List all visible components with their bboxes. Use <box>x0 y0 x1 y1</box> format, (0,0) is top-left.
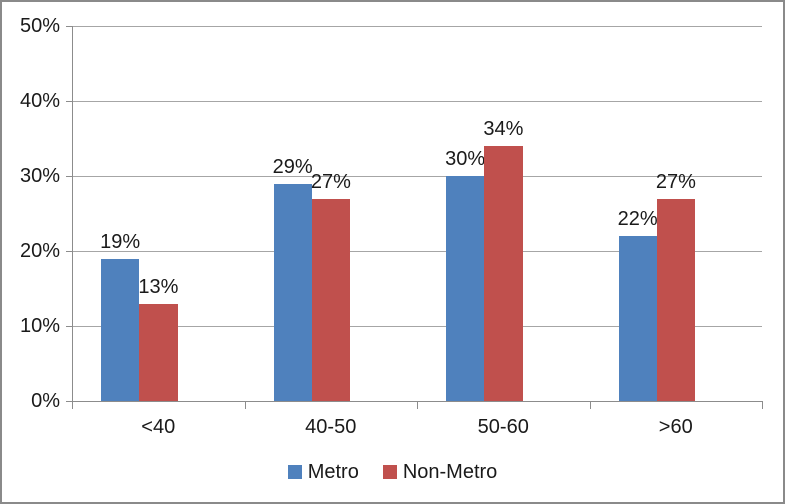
data-label: 30% <box>445 148 486 170</box>
y-axis-label: 10% <box>19 315 60 337</box>
legend-label: Metro <box>307 460 359 483</box>
bar-metro->60 <box>618 236 657 401</box>
x-axis-tick <box>589 401 591 409</box>
bar-non-metro-40-50 <box>311 198 351 401</box>
data-label: 27% <box>655 170 696 193</box>
y-axis-label: 0% <box>31 390 60 412</box>
data-label: 13% <box>138 275 179 298</box>
data-label: 29% <box>272 155 313 178</box>
data-label: 27% <box>310 170 351 193</box>
bar-non-metro-50-60 <box>484 146 523 401</box>
bar-metro-50-60 <box>446 176 485 401</box>
y-axis-tick <box>66 176 72 177</box>
bar-metro-<40 <box>101 258 140 401</box>
bar-non-metro->60 <box>656 198 696 401</box>
y-axis-label: 40% <box>19 90 60 112</box>
y-axis-tick <box>66 251 72 252</box>
y-axis-label: 20% <box>19 240 60 262</box>
x-axis-category-label: >60 <box>658 416 693 438</box>
x-axis-category-label: <40 <box>141 416 176 438</box>
y-axis-tick <box>66 326 72 327</box>
data-label: 34% <box>483 118 524 140</box>
y-axis-label: 30% <box>19 165 60 187</box>
x-axis-category-label: 50-60 <box>477 416 529 438</box>
legend-swatch-metro <box>287 465 302 479</box>
gridline <box>72 176 762 177</box>
gridline <box>72 101 762 102</box>
legend-item-non-metro: Non-Metro <box>382 460 498 484</box>
legend-swatch-non-metro <box>382 465 397 479</box>
x-axis-tick <box>244 401 246 409</box>
y-axis-tick <box>66 26 72 27</box>
data-label: 19% <box>100 230 141 253</box>
legend-item-metro: Metro <box>287 460 359 484</box>
bar-non-metro-<40 <box>139 303 178 401</box>
x-axis-category-label: 40-50 <box>305 416 357 438</box>
y-axis-tick <box>66 401 72 402</box>
data-label: 22% <box>617 208 658 230</box>
x-axis-tick <box>72 401 73 409</box>
x-axis-tick <box>417 401 418 409</box>
y-axis-line <box>72 26 73 401</box>
legend: Metro Non-Metro <box>2 460 783 484</box>
y-axis-tick <box>66 101 72 102</box>
gridline <box>72 326 762 327</box>
legend-label: Non-Metro <box>402 460 498 483</box>
x-axis-tick <box>762 401 763 409</box>
gridline <box>72 26 762 27</box>
gridline <box>72 251 762 252</box>
y-axis-label: 50% <box>19 15 60 37</box>
bar-metro-40-50 <box>273 183 312 401</box>
